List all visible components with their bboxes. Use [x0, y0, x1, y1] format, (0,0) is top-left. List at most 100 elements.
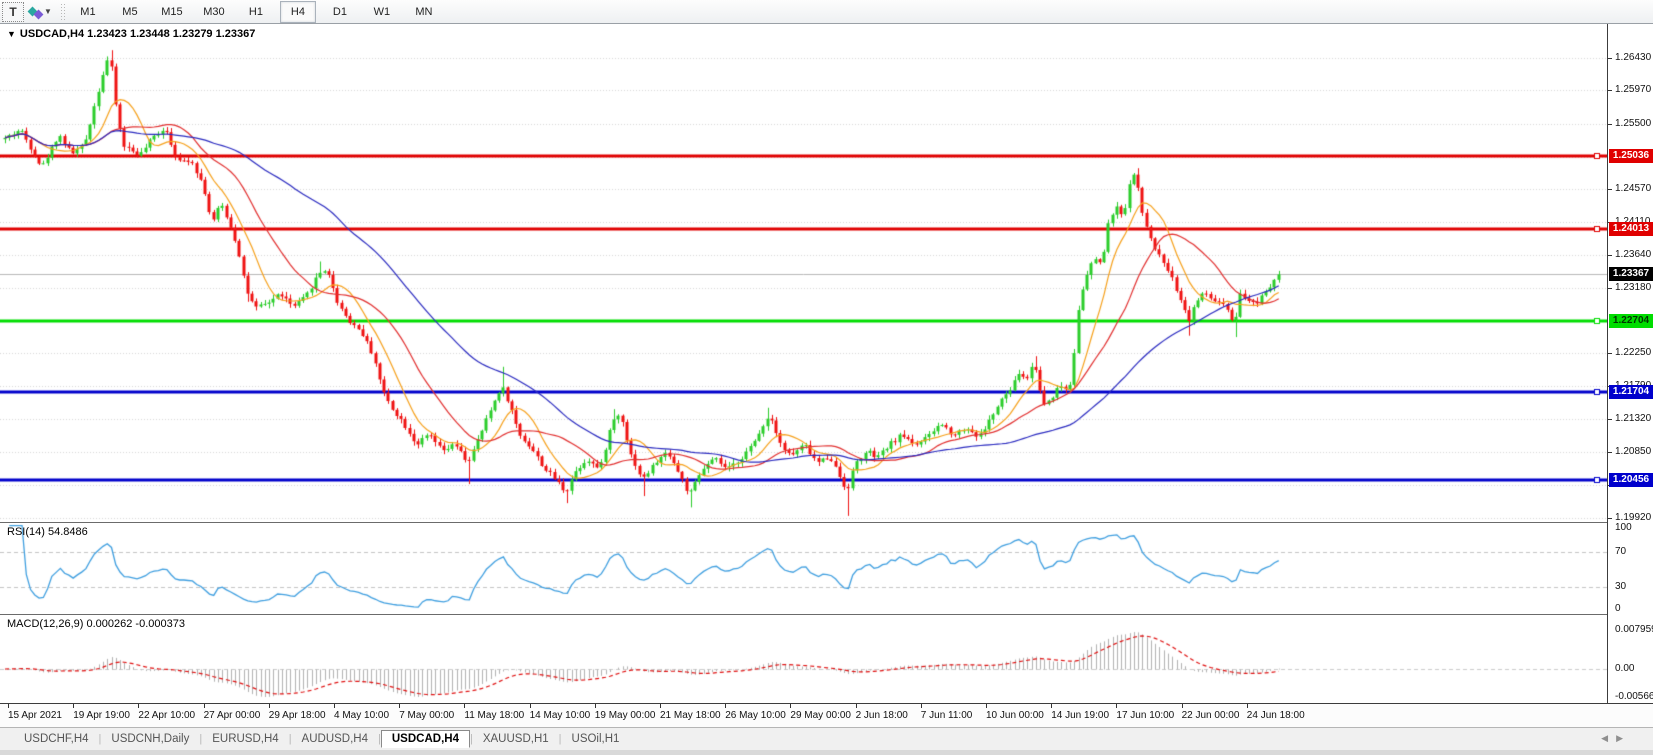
time-axis-label: 7 Jun 11:00	[920, 710, 973, 721]
time-axis[interactable]: 15 Apr 2021 19 Apr 19:00 22 Apr 10:00 27 Ap…	[0, 703, 1653, 727]
time-tick	[1051, 704, 1052, 708]
tab-separator: |	[378, 733, 381, 745]
price-axis-label: 1.24570	[1615, 183, 1652, 195]
time-axis-label: 10 Jun 00:00	[986, 710, 1044, 721]
macd-axis-label: 0.007959	[1615, 623, 1653, 635]
macd-axis-label: -0.005663	[1615, 690, 1653, 702]
toolbar-grip	[59, 2, 65, 21]
rsi-axis-label: 70	[1615, 546, 1627, 557]
time-tick	[399, 704, 400, 708]
chart-title-text: USDCAD,H4 1.23423 1.23448 1.23279 1.2336…	[19, 28, 256, 40]
tab-separator: |	[98, 733, 102, 745]
time-axis-label: 2 Jun 18:00	[855, 710, 908, 721]
price-level-badge[interactable]: 1.20456	[1609, 473, 1653, 488]
time-tick	[790, 704, 791, 708]
chart-tab-USOil[interactable]: USOil,H1	[571, 733, 620, 745]
timeframe-D1-button[interactable]: D1	[332, 5, 347, 18]
time-tick	[73, 704, 74, 708]
time-tick	[204, 704, 205, 708]
price-level-badge[interactable]: 1.25036	[1609, 149, 1653, 164]
time-tick	[595, 704, 596, 708]
timeframe-W1-button[interactable]: W1	[373, 5, 391, 18]
macd-canvas[interactable]	[0, 615, 1607, 703]
time-axis-label: 24 Jun 18:00	[1246, 710, 1305, 721]
time-axis-label: 19 Apr 19:00	[73, 710, 130, 721]
time-axis-label: 21 May 18:00	[660, 710, 721, 721]
chevron-down-icon: ▼	[44, 7, 52, 16]
chart-tab-USDCAD[interactable]: USDCAD,H4	[380, 730, 470, 748]
time-axis-label: 14 Jun 19:00	[1051, 710, 1110, 721]
chart-title: ▼ USDCAD,H4 1.23423 1.23448 1.23279 1.233…	[7, 28, 255, 40]
rsi-axis-label: 0	[1615, 603, 1621, 614]
time-tick	[1247, 704, 1248, 708]
time-axis-label: 14 May 10:00	[529, 710, 591, 721]
tab-scroll-arrows[interactable]: ◀▶	[1601, 733, 1631, 744]
price-tick	[1608, 255, 1612, 256]
price-tick	[1608, 419, 1612, 420]
tab-scroll-right-icon[interactable]: ▶	[1616, 733, 1631, 743]
rsi-canvas[interactable]	[0, 523, 1607, 614]
time-axis-label: 22 Jun 00:00	[1181, 710, 1240, 721]
timeframe-M1-button[interactable]: M1	[80, 5, 96, 18]
price-tick	[1608, 353, 1612, 354]
time-tick	[921, 704, 922, 708]
main-chart-panel[interactable]: ▼ USDCAD,H4 1.23423 1.23448 1.23279 1.233…	[0, 24, 1607, 522]
text-tool-button[interactable]: T	[2, 1, 24, 22]
time-axis-label: 22 Apr 10:00	[138, 710, 196, 721]
chart-tab-bar: USDCHF,H4 | USDCNH,Daily | EURUSD,H4 | AUDUSD,…	[0, 727, 1653, 750]
price-axis-label: 1.25500	[1615, 117, 1652, 129]
tab-separator: |	[469, 733, 473, 745]
time-tick	[1116, 704, 1117, 708]
chart-tab-USDCHF[interactable]: USDCHF,H4	[24, 733, 89, 745]
toolbar: T ▼ M1 M5 M15 M30 H1 H4 D1 W1 MN	[0, 0, 1653, 24]
time-tick	[530, 704, 531, 708]
price-axis[interactable]: 1.26430 1.25970 1.25500 1.24570 1.24110 1.236…	[1607, 24, 1653, 703]
time-axis-label: 7 May 00:00	[399, 710, 455, 721]
chart-tab-USDCNH[interactable]: USDCNH,Daily	[111, 733, 190, 745]
macd-axis-label: 0.00	[1615, 663, 1635, 674]
price-axis-label: 1.25970	[1615, 84, 1652, 96]
time-tick	[334, 704, 335, 708]
macd-panel[interactable]: MACD(12,26,9) 0.000262 -0.000373	[0, 615, 1607, 703]
price-level-badge[interactable]: 1.21704	[1609, 384, 1653, 399]
macd-label: MACD(12,26,9) 0.000262 -0.000373	[7, 618, 185, 630]
price-axis-label: 1.22250	[1615, 347, 1652, 359]
status-strip	[0, 750, 1653, 755]
time-axis-label: 29 Apr 18:00	[268, 710, 326, 721]
current-price-badge: 1.23367	[1609, 267, 1653, 282]
price-tick	[1608, 124, 1612, 125]
price-axis-label: 1.24110	[1615, 216, 1650, 227]
time-tick	[725, 704, 726, 708]
chart-tab-EURUSD[interactable]: EURUSD,H4	[212, 733, 279, 745]
timeframe-H1-button[interactable]: H1	[248, 5, 263, 18]
price-tick	[1608, 518, 1612, 519]
time-tick	[856, 704, 857, 708]
rsi-label: RSI(14) 54.8486	[7, 526, 88, 538]
price-level-badge[interactable]: 1.24013	[1609, 221, 1653, 236]
rsi-panel[interactable]: RSI(14) 54.8486	[0, 523, 1607, 614]
candlestick-canvas[interactable]	[0, 24, 1607, 522]
price-level-badge[interactable]: 1.22704	[1609, 314, 1653, 329]
time-tick	[660, 704, 661, 708]
symbol-caret-icon[interactable]: ▼	[7, 29, 16, 39]
objects-tool-button[interactable]: ▼	[26, 3, 55, 21]
time-tick	[8, 704, 9, 708]
time-axis-label: 19 May 00:00	[594, 710, 656, 721]
price-axis-label: 1.26430	[1615, 51, 1652, 63]
timeframe-M15-button[interactable]: M15	[161, 5, 183, 18]
tab-separator: |	[288, 733, 292, 745]
timeframe-M5-button[interactable]: M5	[122, 5, 138, 18]
timeframe-M30-button[interactable]: M30	[203, 5, 225, 18]
tab-separator: |	[558, 733, 562, 745]
panel-divider[interactable]	[0, 614, 1653, 615]
panel-divider[interactable]	[0, 522, 1653, 523]
time-tick	[138, 704, 139, 708]
timeframe-H4-button[interactable]: H4	[279, 0, 316, 23]
timeframe-MN-button[interactable]: MN	[415, 5, 433, 18]
rsi-axis-label: 100	[1615, 522, 1632, 533]
price-axis-label: 1.19920	[1615, 511, 1652, 523]
chart-tab-AUDUSD[interactable]: AUDUSD,H4	[301, 733, 369, 745]
chart-tab-XAUUSD[interactable]: XAUUSD,H1	[482, 733, 549, 745]
tab-scroll-left-icon[interactable]: ◀	[1601, 733, 1617, 743]
